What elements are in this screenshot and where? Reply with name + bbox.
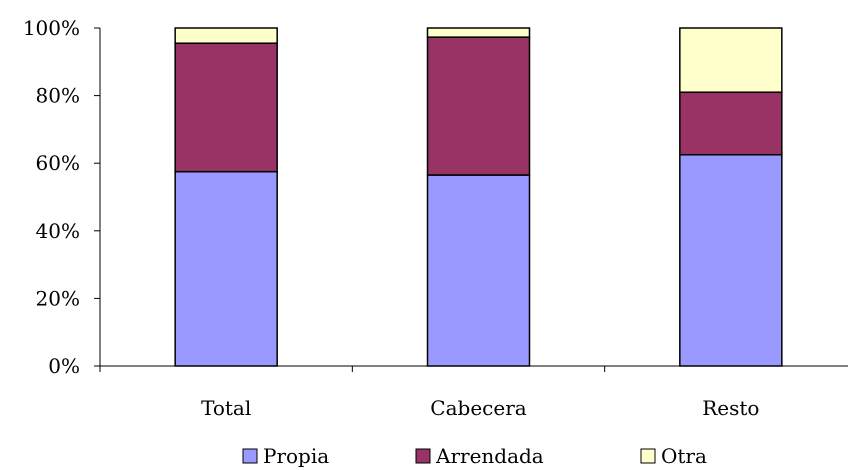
- bar-segments: [174, 27, 783, 367]
- legend-swatch-arrendada: [415, 448, 431, 464]
- y-tick-label: 60%: [36, 151, 80, 175]
- legend-swatch-propia: [242, 448, 258, 464]
- bar-otra-total: [174, 27, 278, 44]
- y-tick-label: 0%: [48, 354, 80, 378]
- x-category-label: Resto: [702, 396, 759, 420]
- bar-propia-cabecera: [426, 174, 531, 367]
- legend-label-arrendada: Arrendada: [435, 444, 544, 468]
- y-axis-tick-labels: 0% 20% 40% 60% 80% 100%: [23, 16, 80, 378]
- y-tick-label: 80%: [36, 84, 80, 108]
- legend: Propia Arrendada Otra: [242, 444, 707, 468]
- legend-label-propia: Propia: [263, 444, 329, 468]
- legend-swatch-otra: [640, 448, 656, 464]
- bar-propia-total: [174, 170, 278, 367]
- y-tick-label: 20%: [36, 286, 80, 310]
- bar-arrendada-cabecera: [426, 36, 531, 176]
- bar-arrendada-total: [174, 42, 278, 173]
- x-category-label: Total: [201, 396, 251, 420]
- x-category-label: Cabecera: [430, 396, 526, 420]
- y-tick-label: 40%: [36, 219, 80, 243]
- x-axis: [99, 365, 848, 372]
- bar-arrendada-resto: [679, 91, 783, 156]
- y-axis: [94, 27, 101, 367]
- bar-otra-cabecera: [426, 27, 531, 38]
- x-axis-category-labels: Total Cabecera Resto: [201, 396, 759, 420]
- bar-propia-resto: [679, 154, 783, 367]
- bar-otra-resto: [679, 27, 783, 93]
- legend-label-otra: Otra: [661, 444, 707, 468]
- y-tick-label: 100%: [23, 16, 80, 40]
